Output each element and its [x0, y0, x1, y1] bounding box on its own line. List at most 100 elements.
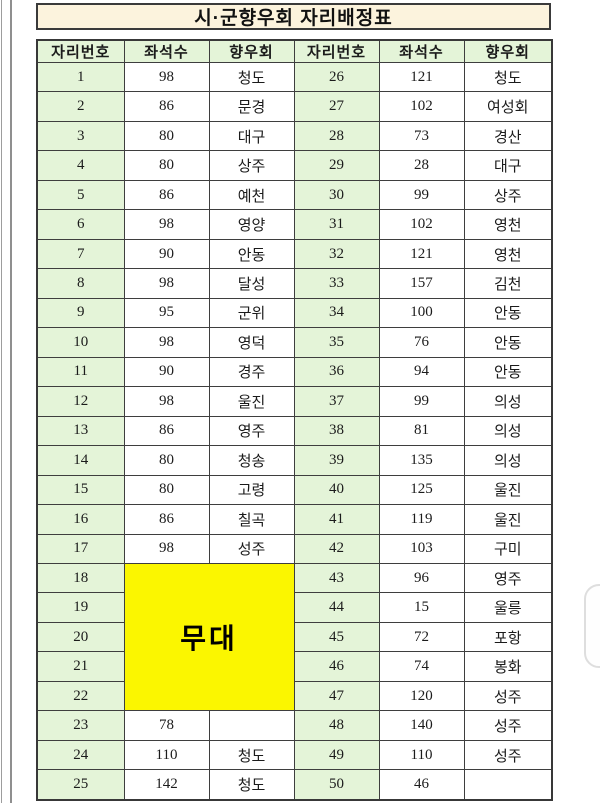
seat-number-cell: 2 [36, 91, 125, 122]
table-row: 25 142 청도 50 46 [36, 769, 553, 801]
header-seat-count-right: 좌석수 [378, 39, 465, 63]
association-cell [463, 769, 553, 801]
association-cell: 청도 [208, 769, 295, 801]
seat-number-cell: 32 [293, 238, 380, 270]
association-cell: 영주 [463, 562, 553, 594]
association-cell: 경주 [208, 356, 295, 388]
association-cell: 영양 [208, 209, 295, 240]
seat-count-cell: 15 [378, 592, 465, 623]
seat-count-cell: 28 [378, 150, 465, 181]
seat-count-cell: 99 [378, 386, 465, 417]
seat-count-cell: 120 [378, 680, 465, 712]
seat-number-cell: 20 [36, 621, 125, 653]
association-cell: 청도 [463, 61, 553, 93]
seat-number-cell: 10 [36, 327, 125, 358]
seat-number-cell: 25 [36, 769, 125, 801]
association-cell: 포항 [463, 621, 553, 653]
seat-number-cell: 47 [293, 680, 380, 712]
table-row: 14 80 청송 39 135 의성 [36, 445, 553, 476]
seat-number-cell: 33 [293, 268, 380, 299]
table-row: 2 86 문경 27 102 여성회 [36, 91, 553, 122]
seat-count-cell: 140 [378, 710, 465, 741]
association-cell: 의성 [463, 445, 553, 476]
seat-count-cell: 76 [378, 327, 465, 358]
page-edge-line [10, 0, 12, 803]
association-cell: 대구 [208, 120, 295, 152]
seat-number-cell: 41 [293, 504, 380, 535]
association-cell: 의성 [463, 386, 553, 417]
table-row: 19 44 15 울릉 [36, 592, 553, 623]
seat-number-cell: 29 [293, 150, 380, 181]
seat-count-cell: 80 [123, 474, 210, 506]
association-cell: 안동 [463, 297, 553, 329]
seat-number-cell: 7 [36, 238, 125, 270]
header-association-left: 향우회 [208, 39, 295, 63]
table-row: 15 80 고령 40 125 울진 [36, 474, 553, 506]
seat-count-cell: 86 [123, 179, 210, 211]
seat-count-cell: 80 [123, 445, 210, 476]
seat-number-cell: 13 [36, 415, 125, 447]
seat-count-cell: 142 [123, 769, 210, 801]
seat-number-cell: 12 [36, 386, 125, 417]
association-cell: 청도 [208, 61, 295, 93]
seat-count-cell: 90 [123, 238, 210, 270]
table-row: 16 86 칠곡 41 119 울진 [36, 504, 553, 535]
seat-count-cell: 96 [378, 562, 465, 594]
seat-number-cell: 3 [36, 120, 125, 152]
seat-number-cell: 16 [36, 504, 125, 535]
association-cell: 칠곡 [208, 504, 295, 535]
seat-number-cell: 38 [293, 415, 380, 447]
association-cell [208, 710, 295, 741]
table-row: 4 80 상주 29 28 대구 [36, 150, 553, 181]
header-association-right: 향우회 [463, 39, 553, 63]
seat-count-cell: 98 [123, 61, 210, 93]
seat-count-cell: 102 [378, 91, 465, 122]
seat-count-cell: 46 [378, 769, 465, 801]
header-row: 자리번호 좌석수 향우회 자리번호 좌석수 향우회 [36, 39, 553, 63]
seat-number-cell: 18 [36, 562, 125, 594]
page-title-text: 시·군향우회 자리배정표 [194, 8, 393, 29]
table-row: 13 86 영주 38 81 의성 [36, 415, 553, 447]
association-cell: 영천 [463, 209, 553, 240]
seat-count-cell: 110 [123, 739, 210, 771]
table-row: 22 47 120 성주 [36, 680, 553, 712]
seat-count-cell: 98 [123, 327, 210, 358]
association-cell: 안동 [463, 327, 553, 358]
table-row: 7 90 안동 32 121 영천 [36, 238, 553, 270]
seat-number-cell: 36 [293, 356, 380, 388]
seat-count-cell: 81 [378, 415, 465, 447]
seat-number-cell: 22 [36, 680, 125, 712]
seat-count-cell: 72 [378, 621, 465, 653]
seat-number-cell: 14 [36, 445, 125, 476]
edge-panel-handle[interactable] [584, 584, 600, 668]
seat-count-cell: 78 [123, 710, 210, 741]
seat-number-cell: 26 [293, 61, 380, 93]
seat-count-cell: 100 [378, 297, 465, 329]
seat-number-cell: 31 [293, 209, 380, 240]
association-cell: 울진 [208, 386, 295, 417]
table-row: 5 86 예천 30 99 상주 [36, 179, 553, 211]
seat-count-cell: 98 [123, 209, 210, 240]
seat-number-cell: 15 [36, 474, 125, 506]
seat-number-cell: 37 [293, 386, 380, 417]
seat-number-cell: 43 [293, 562, 380, 594]
table-row: 18 무대 43 96 영주 [36, 562, 553, 712]
seat-number-cell: 44 [293, 592, 380, 623]
seat-count-cell: 98 [123, 386, 210, 417]
seat-number-cell: 8 [36, 268, 125, 299]
association-cell: 상주 [208, 150, 295, 181]
seat-count-cell: 125 [378, 474, 465, 506]
association-cell: 상주 [463, 179, 553, 211]
header-seat-number-left: 자리번호 [36, 39, 125, 63]
seat-count-cell: 119 [378, 504, 465, 535]
association-cell: 의성 [463, 415, 553, 447]
seat-count-cell: 90 [123, 356, 210, 388]
seat-number-cell: 9 [36, 297, 125, 329]
seat-count-cell: 102 [378, 209, 465, 240]
association-cell: 영천 [463, 238, 553, 270]
association-cell: 성주 [463, 710, 553, 741]
table-header: 자리번호 좌석수 향우회 자리번호 좌석수 향우회 [36, 39, 553, 63]
seat-count-cell: 98 [123, 268, 210, 299]
association-cell: 성주 [208, 533, 295, 564]
